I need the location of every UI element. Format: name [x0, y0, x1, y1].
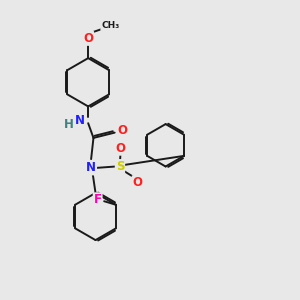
Text: N: N	[75, 114, 85, 127]
Text: O: O	[83, 32, 93, 45]
Text: O: O	[116, 142, 126, 155]
Text: F: F	[94, 193, 102, 206]
Text: S: S	[116, 160, 124, 173]
Text: O: O	[133, 176, 142, 189]
Text: H: H	[64, 118, 74, 130]
Text: CH₃: CH₃	[101, 21, 119, 30]
Text: N: N	[86, 161, 96, 175]
Text: O: O	[117, 124, 127, 137]
